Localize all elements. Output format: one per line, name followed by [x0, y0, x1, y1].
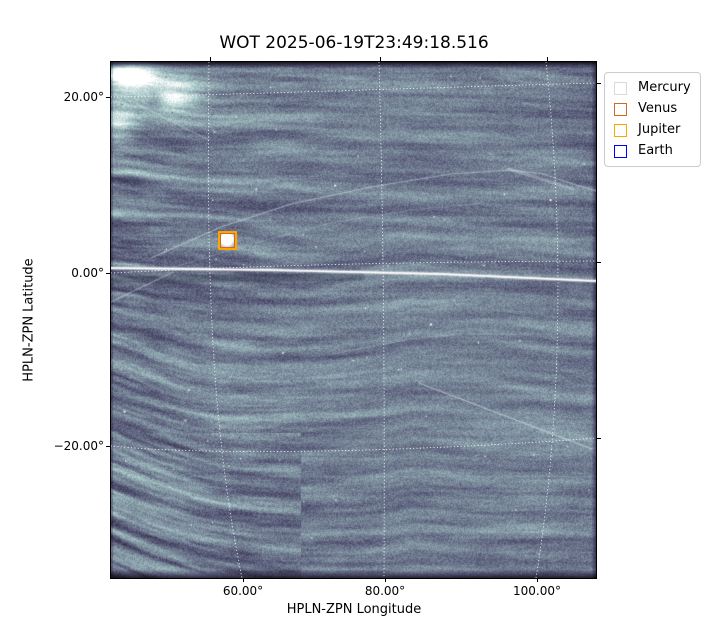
y-tick-minus20-right — [597, 438, 601, 439]
gridline-lon-60 — [207, 62, 243, 578]
plot-title: WOT 2025-06-19T23:49:18.516 — [219, 33, 489, 53]
y-tick-label-minus20: −20.00° — [53, 439, 104, 453]
plot-area — [110, 61, 597, 579]
gridline-lon-100 — [535, 62, 559, 578]
x-tick-label-80: 80.00° — [364, 584, 406, 598]
jupiter-marker-icon — [614, 123, 627, 137]
legend: Mercury Venus Jupiter Earth — [604, 72, 701, 167]
legend-label-jupiter: Jupiter — [638, 122, 681, 137]
y-axis-label: HPLN-ZPN Latitude — [21, 258, 37, 382]
jupiter-marker — [218, 231, 237, 250]
x-tick-label-60: 60.00° — [222, 584, 264, 598]
x-tick-100-bottom — [537, 578, 538, 582]
y-tick-minus20-left — [106, 446, 110, 447]
legend-label-mercury: Mercury — [638, 80, 691, 95]
legend-item-jupiter: Jupiter — [614, 122, 691, 138]
x-tick-60-bottom — [243, 578, 244, 582]
venus-marker-icon — [614, 102, 627, 116]
y-tick-label-20: 20.00° — [63, 90, 104, 104]
x-tick-80-top — [380, 57, 381, 61]
gridline-lat-minus20 — [111, 437, 596, 452]
legend-item-venus: Venus — [614, 101, 691, 117]
mercury-marker-icon — [614, 81, 627, 95]
x-tick-label-100: 100.00° — [513, 584, 561, 598]
saturated-planet-glow — [221, 234, 234, 247]
gridline-lon-80 — [378, 62, 385, 578]
legend-item-earth: Earth — [614, 143, 691, 159]
y-tick-0-right — [597, 262, 601, 263]
earth-marker-icon — [614, 144, 627, 158]
y-tick-20-left — [106, 97, 110, 98]
y-tick-0-left — [106, 273, 110, 274]
x-tick-60-top — [210, 57, 211, 61]
heliospheric-image-canvas — [111, 62, 596, 578]
gridline-lat-20 — [111, 82, 596, 98]
y-tick-label-0: 0.00° — [71, 266, 104, 280]
legend-label-venus: Venus — [638, 101, 678, 116]
x-tick-80-bottom — [385, 578, 386, 582]
x-tick-100-top — [547, 57, 548, 61]
wcs-graticule — [111, 62, 596, 578]
y-tick-20-right — [597, 83, 601, 84]
legend-item-mercury: Mercury — [614, 80, 691, 96]
venus-marker — [220, 233, 235, 248]
gridline-lat-0 — [111, 260, 596, 274]
x-axis-label: HPLN-ZPN Longitude — [286, 602, 422, 617]
legend-label-earth: Earth — [638, 143, 673, 158]
